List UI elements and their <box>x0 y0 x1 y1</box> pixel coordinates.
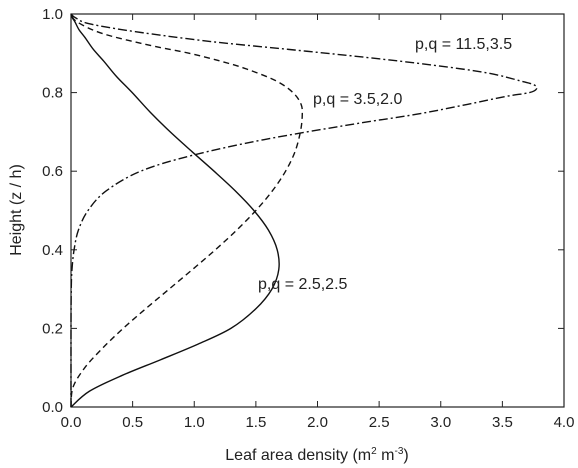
x-tick-label: 1.0 <box>184 414 205 431</box>
x-tick-label: 3.0 <box>430 414 451 431</box>
y-tick-label: 0.2 <box>42 320 63 337</box>
x-tick-label: 0.0 <box>61 414 82 431</box>
annotation-series-1: p,q = 2.5,2.5 <box>258 276 348 293</box>
y-tick-label: 0.0 <box>42 399 63 416</box>
annotation-series-3: p,q = 11.5,3.5 <box>415 36 512 53</box>
x-tick-label: 1.5 <box>245 414 266 431</box>
x-axis-label: Leaf area density (m2 m-3) <box>225 446 408 464</box>
annotations: p,q = 11.5,3.5 p,q = 3.5,2.0 p,q = 2.5,2… <box>258 36 512 293</box>
annotation-series-2: p,q = 3.5,2.0 <box>313 91 403 108</box>
series-line-1 <box>70 13 280 408</box>
y-tick-label: 0.8 <box>42 85 63 102</box>
y-tick-label: 0.4 <box>42 242 63 259</box>
axis-ticks: 0.0 0.5 1.0 1.5 2.0 2.5 3.0 3.5 4.0 0.0 0.2 0.4 0.6 0… <box>42 6 574 431</box>
series-line-3 <box>70 13 538 408</box>
x-tick-label: 4.0 <box>554 414 575 431</box>
y-axis-label: Height (z / h) <box>8 164 25 256</box>
y-tick-label: 0.6 <box>42 163 63 180</box>
y-tick-label: 1.0 <box>42 6 63 23</box>
series-lines <box>70 13 538 408</box>
x-tick-label: 0.5 <box>122 414 143 431</box>
x-tick-label: 2.5 <box>369 414 390 431</box>
x-tick-label: 2.0 <box>307 414 328 431</box>
series-line-2 <box>70 13 304 408</box>
x-tick-label: 3.5 <box>492 414 513 431</box>
